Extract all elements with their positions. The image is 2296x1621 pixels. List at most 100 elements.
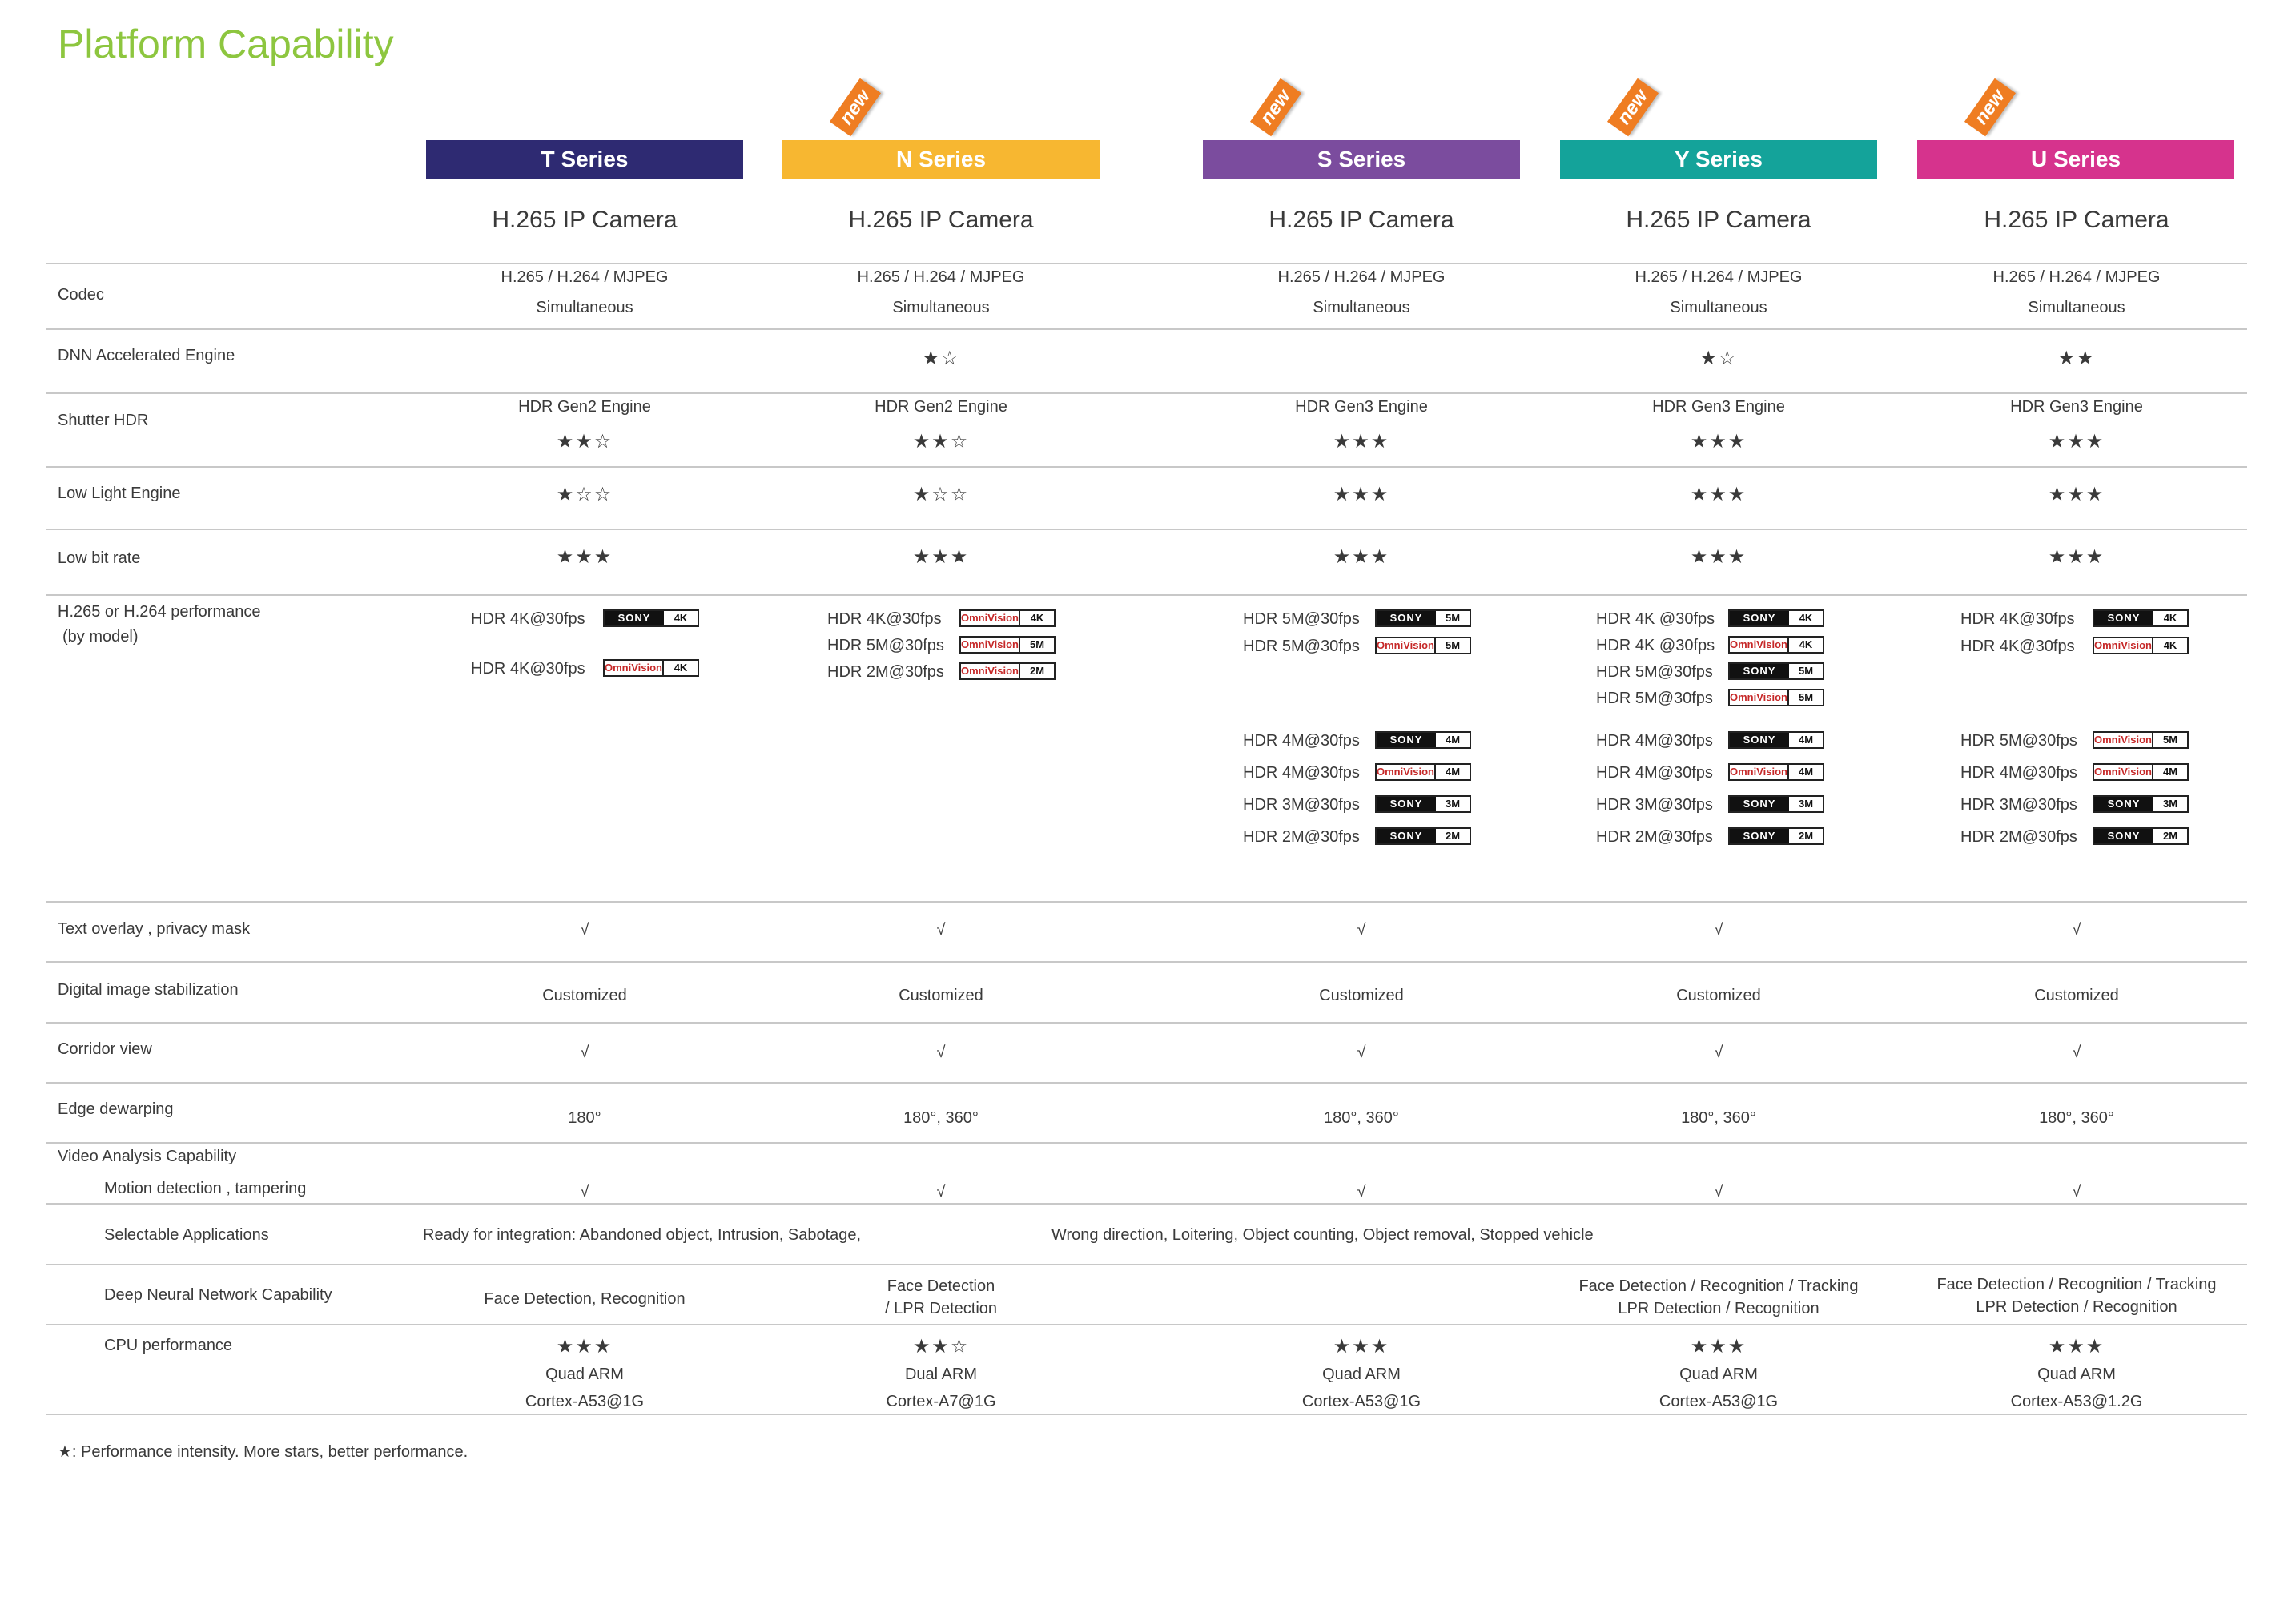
row-divider bbox=[46, 1414, 2247, 1415]
sensor-badge-sony: SONY 2M bbox=[1375, 827, 1471, 845]
cpu-stars: ★★★ bbox=[2048, 1336, 2105, 1358]
cpu-stars: ★★★ bbox=[556, 1336, 613, 1358]
shutter-engine: HDR Gen3 Engine bbox=[1295, 398, 1428, 416]
dnn-capability: Face Detection bbox=[887, 1277, 995, 1295]
sensor-badge-omni: OmniVision 5M bbox=[1728, 688, 1824, 706]
lowlight-stars: ★★★ bbox=[2048, 484, 2105, 505]
perf-mode: HDR 5M@30fps bbox=[1243, 610, 1360, 628]
sensor-resolution: 3M bbox=[1436, 796, 1470, 811]
sensor-badge-sony: SONY 2M bbox=[1728, 827, 1824, 845]
dnn-capability: Face Detection, Recognition bbox=[484, 1290, 686, 1308]
sensor-brand: SONY bbox=[1377, 610, 1436, 625]
sensor-resolution: 5M bbox=[2153, 732, 2187, 747]
stab-value: Customized bbox=[899, 987, 983, 1004]
row-label-dewarp: Edge dewarping bbox=[58, 1100, 174, 1118]
sensor-resolution: 4M bbox=[1436, 764, 1470, 779]
lowbit-stars: ★★★ bbox=[556, 546, 613, 568]
sensor-resolution: 3M bbox=[1789, 796, 1823, 811]
perf-mode: HDR 4K @30fps bbox=[1596, 637, 1715, 654]
sensor-resolution: 5M bbox=[1789, 690, 1823, 705]
sensor-resolution: 2M bbox=[2153, 828, 2187, 843]
overlay-value: √ bbox=[2072, 921, 2081, 939]
perf-line: HDR 4M@30fps SONY 4M bbox=[1596, 730, 1824, 751]
sensor-badge-sony: SONY 4M bbox=[1375, 730, 1471, 749]
new-ribbon: new bbox=[1606, 78, 1659, 137]
perf-line: HDR 5M@30fps SONY 5M bbox=[1596, 662, 1824, 682]
sensor-badge-omni: OmniVision 4K bbox=[959, 609, 1056, 627]
sensor-badge-omni: OmniVision 4K bbox=[1728, 635, 1824, 654]
dnn-capability: / LPR Detection bbox=[884, 1300, 998, 1317]
perf-line: HDR 4K@30fps OmniVision 4K bbox=[471, 658, 699, 679]
codec-value: H.265 / H.264 / MJPEG bbox=[501, 268, 669, 286]
camera-type: H.265 IP Camera bbox=[848, 207, 1034, 233]
perf-mode: HDR 3M@30fps bbox=[1243, 796, 1360, 814]
sensor-brand: OmniVision bbox=[1377, 764, 1436, 779]
row-divider bbox=[46, 594, 2247, 596]
lowlight-stars: ★★★ bbox=[1690, 484, 1747, 505]
dewarp-value: 180°, 360° bbox=[1324, 1109, 1399, 1127]
sensor-badge-omni: OmniVision 4M bbox=[1375, 762, 1471, 781]
sensor-badge-omni: OmniVision 5M bbox=[1375, 636, 1471, 654]
perf-mode: HDR 3M@30fps bbox=[1596, 796, 1713, 814]
sensor-brand: SONY bbox=[2094, 796, 2153, 811]
row-divider bbox=[46, 1022, 2247, 1024]
sensor-badge-omni: OmniVision 4K bbox=[2093, 636, 2189, 654]
row-label-lowlight: Low Light Engine bbox=[58, 485, 181, 502]
sensor-brand: OmniVision bbox=[961, 610, 1020, 625]
perf-line: HDR 3M@30fps SONY 3M bbox=[1243, 794, 1471, 815]
overlay-value: √ bbox=[936, 921, 946, 939]
perf-line: HDR 5M@30fps OmniVision 5M bbox=[827, 635, 1056, 656]
cpu-arch: Cortex-A53@1G bbox=[525, 1393, 645, 1410]
series-header-u-series: U Series bbox=[1917, 140, 2234, 179]
lowlight-stars: ★★★ bbox=[1333, 484, 1390, 505]
row-label-motion: Motion detection , tampering bbox=[104, 1180, 307, 1197]
perf-mode: HDR 4K @30fps bbox=[1596, 610, 1715, 628]
cpu-core: Quad ARM bbox=[1322, 1366, 1401, 1383]
camera-type: H.265 IP Camera bbox=[1626, 207, 1811, 233]
sensor-resolution: 2M bbox=[1789, 828, 1823, 843]
sensor-brand: OmniVision bbox=[1730, 690, 1789, 705]
corridor-value: √ bbox=[1357, 1044, 1366, 1061]
sensor-badge-sony: SONY 3M bbox=[1375, 794, 1471, 813]
perf-mode: HDR 3M@30fps bbox=[1960, 796, 2077, 814]
row-label-performance: H.265 or H.264 performance bbox=[58, 603, 261, 621]
sensor-resolution: 5M bbox=[1789, 663, 1823, 678]
shutter-stars: ★★☆ bbox=[912, 431, 970, 453]
motion-value: √ bbox=[1714, 1183, 1723, 1201]
stab-value: Customized bbox=[542, 987, 627, 1004]
perf-mode: HDR 4M@30fps bbox=[1243, 732, 1360, 750]
sensor-badge-omni: OmniVision 5M bbox=[2093, 730, 2189, 749]
new-ribbon: new bbox=[1249, 78, 1302, 137]
perf-mode: HDR 2M@30fps bbox=[827, 663, 944, 681]
series-header-t-series: T Series bbox=[426, 140, 743, 179]
codec-mode: Simultaneous bbox=[892, 299, 990, 316]
sensor-badge-sony: SONY 5M bbox=[1728, 662, 1824, 680]
sensor-badge-omni: OmniVision 4M bbox=[1728, 762, 1824, 781]
sensor-brand: SONY bbox=[1730, 610, 1789, 625]
sensor-resolution: 4K bbox=[1789, 637, 1823, 652]
lowlight-stars: ★☆☆ bbox=[912, 484, 970, 505]
codec-mode: Simultaneous bbox=[2028, 299, 2125, 316]
dnn-capability: Face Detection / Recognition / Tracking bbox=[1936, 1276, 2217, 1293]
camera-type: H.265 IP Camera bbox=[492, 207, 678, 233]
perf-mode: HDR 5M@30fps bbox=[1243, 638, 1360, 655]
perf-mode: HDR 4K@30fps bbox=[471, 660, 585, 678]
perf-line: HDR 4M@30fps OmniVision 4M bbox=[1960, 762, 2189, 783]
sensor-brand: OmniVision bbox=[961, 663, 1020, 678]
row-label-deep: Deep Neural Network Capability bbox=[104, 1286, 332, 1304]
lowbit-stars: ★★★ bbox=[1333, 546, 1390, 568]
perf-line: HDR 5M@30fps OmniVision 5M bbox=[1596, 688, 1824, 709]
perf-mode: HDR 4M@30fps bbox=[1596, 764, 1713, 782]
sensor-badge-omni: OmniVision 2M bbox=[959, 662, 1056, 680]
shutter-stars: ★★★ bbox=[1333, 431, 1390, 453]
perf-line: HDR 4M@30fps SONY 4M bbox=[1243, 730, 1471, 751]
sensor-resolution: 2M bbox=[1436, 828, 1470, 843]
sensor-resolution: 5M bbox=[1436, 610, 1470, 625]
row-label-dnn: DNN Accelerated Engine bbox=[58, 347, 235, 364]
row-label-cpu: CPU performance bbox=[104, 1337, 233, 1354]
lowlight-stars: ★☆☆ bbox=[556, 484, 613, 505]
perf-mode: HDR 4K@30fps bbox=[471, 610, 585, 628]
codec-mode: Simultaneous bbox=[1670, 299, 1767, 316]
motion-value: √ bbox=[936, 1183, 946, 1201]
row-divider bbox=[46, 1082, 2247, 1084]
